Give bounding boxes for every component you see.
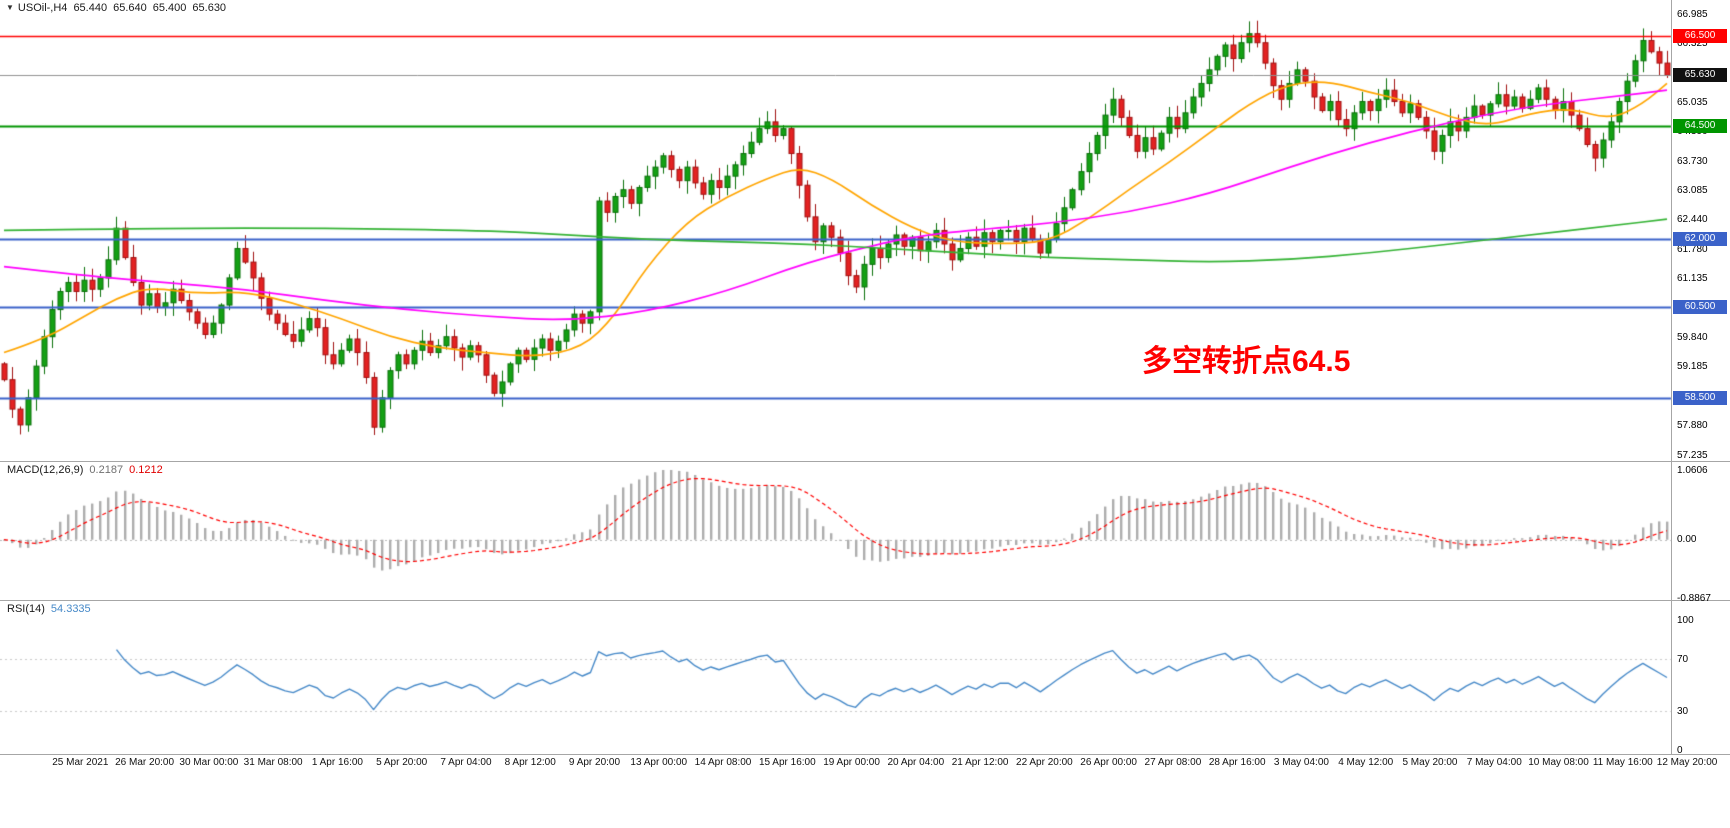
time-tick-label: 20 Apr 04:00 [887,757,945,768]
time-tick-label: 21 Apr 12:00 [951,757,1009,768]
time-tick-label: 1 Apr 16:00 [311,757,363,768]
time-tick-label: 19 Apr 00:00 [823,757,880,768]
time-tick-label: 26 Mar 20:00 [115,757,175,768]
low-value: 65.400 [152,2,187,14]
time-tick-label: 31 Mar 08:00 [243,757,303,768]
time-tick-label: 4 May 12:00 [1338,757,1394,768]
time-tick-label: 5 Apr 20:00 [376,757,428,768]
rsi-value: 54.3335 [50,603,91,615]
price-axis-border [1671,0,1672,754]
time-tick-label: 13 Apr 00:00 [630,757,688,768]
rsi-indicator-label: RSI(14) 54.3335 [7,603,91,615]
time-tick-label: 7 May 04:00 [1466,757,1522,768]
time-tick-label: 25 Mar 2021 [52,757,109,768]
time-tick-label: 11 May 16:00 [1592,757,1653,768]
time-tick-label: 22 Apr 20:00 [1016,757,1073,768]
chart-annotation-text[interactable]: 多空转折点64.5 [1142,345,1351,378]
time-tick-label: 12 May 20:00 [1656,757,1718,768]
macd-main-value: 0.2187 [89,464,124,476]
time-tick-label: 28 Apr 16:00 [1208,757,1266,768]
open-value: 65.440 [73,2,108,14]
time-axis[interactable]: 25 Mar 2021 26 Mar 20:00 30 Mar 00:00 31 Ma… [0,757,1730,779]
time-tick-label: 10 May 08:00 [1528,757,1589,768]
time-tick-label: 26 Apr 00:00 [1080,757,1137,768]
symbol-marker-icon: ▼ [6,3,14,12]
macd-signal-value: 0.1212 [129,464,163,476]
panel-separator[interactable] [0,600,1730,601]
panel-separator[interactable] [0,461,1730,462]
macd-name: MACD(12,26,9) [7,464,84,476]
macd-indicator-label: MACD(12,26,9) 0.2187 0.1212 [7,464,163,476]
time-tick-label: 7 Apr 04:00 [440,757,492,768]
close-value: 65.630 [192,2,227,14]
time-tick-label: 30 Mar 00:00 [179,757,239,768]
chart-header: ▼ USOil-,H4 65.440 65.640 65.400 65.630 [6,2,226,14]
time-tick-label: 15 Apr 16:00 [758,757,816,768]
panel-separator[interactable] [0,754,1730,755]
time-tick-label: 9 Apr 20:00 [568,757,621,768]
time-tick-label: 14 Apr 08:00 [694,757,752,768]
time-tick-label: 5 May 20:00 [1402,757,1458,768]
rsi-name: RSI(14) [7,603,45,615]
time-tick-label: 3 May 04:00 [1273,757,1329,768]
symbol-title: USOil-,H4 [17,2,68,14]
time-tick-label: 8 Apr 12:00 [504,757,556,768]
high-value: 65.640 [113,2,147,14]
time-tick-label: 27 Apr 08:00 [1144,757,1202,768]
